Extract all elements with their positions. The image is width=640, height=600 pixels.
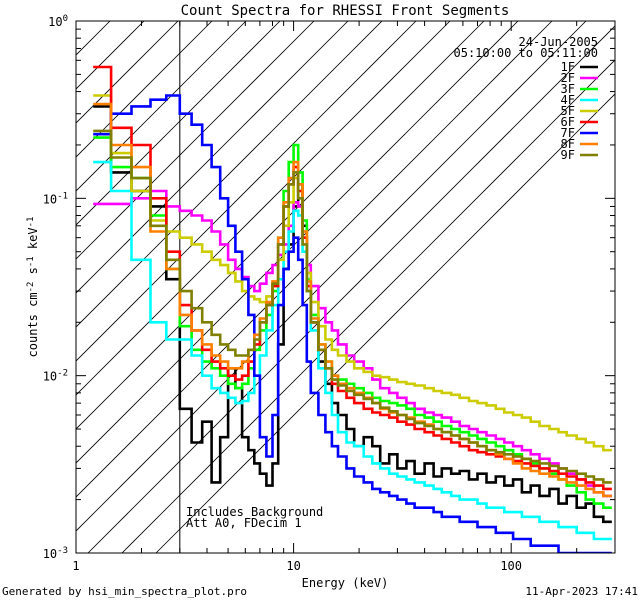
hatch-line xyxy=(76,21,383,328)
hatch-line xyxy=(76,21,111,56)
axes-layer: 1 10 100 10-3 10-2 10-1 100 xyxy=(43,14,616,573)
hatch-line xyxy=(76,21,179,124)
legend-label-6F: 6F xyxy=(561,115,575,129)
series-5F xyxy=(93,94,612,452)
hatch-line xyxy=(87,25,615,553)
y-axis-label-end: keV xyxy=(26,227,40,256)
hatch-line xyxy=(155,93,615,553)
x-tick-label: 100 xyxy=(500,559,522,573)
hatch-line xyxy=(76,21,553,498)
y-axis-label-exp1: -2 xyxy=(26,282,36,293)
legend-label-8F: 8F xyxy=(561,137,575,151)
hatch-line xyxy=(76,21,315,260)
legend-label-1F: 1F xyxy=(561,60,575,74)
legend-label-2F: 2F xyxy=(561,71,575,85)
series-layer xyxy=(93,65,612,553)
legend-label-3F: 3F xyxy=(561,82,575,96)
y-tick-label: 100 xyxy=(48,14,68,29)
hatch-line xyxy=(76,21,281,226)
footer-generator: Generated by hsi_min_spectra_plot.pro xyxy=(2,585,247,598)
y-axis-label: counts cm-2 s-1 keV-1 xyxy=(26,217,40,358)
y-axis-label-exp2: -1 xyxy=(26,256,36,267)
annotation-background: Includes Background xyxy=(186,505,323,519)
y-tick-label: 10-3 xyxy=(43,546,68,561)
footer-timestamp: 11-Apr-2023 17:41 xyxy=(525,585,638,598)
legend-label-7F: 7F xyxy=(561,126,575,140)
chart-title: Count Spectra for RHESSI Front Segments xyxy=(181,3,510,19)
hatch-line xyxy=(76,21,349,294)
hatch-line xyxy=(76,21,247,192)
legend-label-9F: 9F xyxy=(561,148,575,162)
time-range-label: 05:10:00 to 05:11:00 xyxy=(454,46,599,60)
hatch-line xyxy=(76,21,213,158)
series-9F xyxy=(93,129,612,484)
x-tick-label: 10 xyxy=(286,559,300,573)
y-axis-label-main: counts cm xyxy=(26,292,40,357)
y-tick-label: 10-1 xyxy=(43,191,68,206)
series-3F xyxy=(93,136,612,509)
hatch-line xyxy=(76,21,485,430)
series-6F xyxy=(93,65,612,491)
plot-frame xyxy=(75,20,616,554)
series-2F xyxy=(93,189,612,498)
y-axis-label-mid: s xyxy=(26,267,40,281)
series-4F xyxy=(93,160,612,541)
series-7F xyxy=(93,94,612,553)
y-tick-label: 10-2 xyxy=(43,369,68,384)
legend-label-4F: 4F xyxy=(561,93,575,107)
date-label: 24-Jun-2005 xyxy=(519,35,598,49)
series-1F xyxy=(93,105,612,524)
y-axis-label-exp3: -1 xyxy=(26,217,36,228)
hatch-line xyxy=(76,21,451,396)
hatch-line xyxy=(76,21,587,532)
hatch-line xyxy=(76,21,77,22)
annotation-attenuator: Att A0, FDecim 1 xyxy=(186,516,302,530)
hatch-line xyxy=(76,21,145,90)
legend-label-5F: 5F xyxy=(561,104,575,118)
x-tick-label: 1 xyxy=(72,559,79,573)
x-axis-label: Energy (keV) xyxy=(302,576,389,590)
